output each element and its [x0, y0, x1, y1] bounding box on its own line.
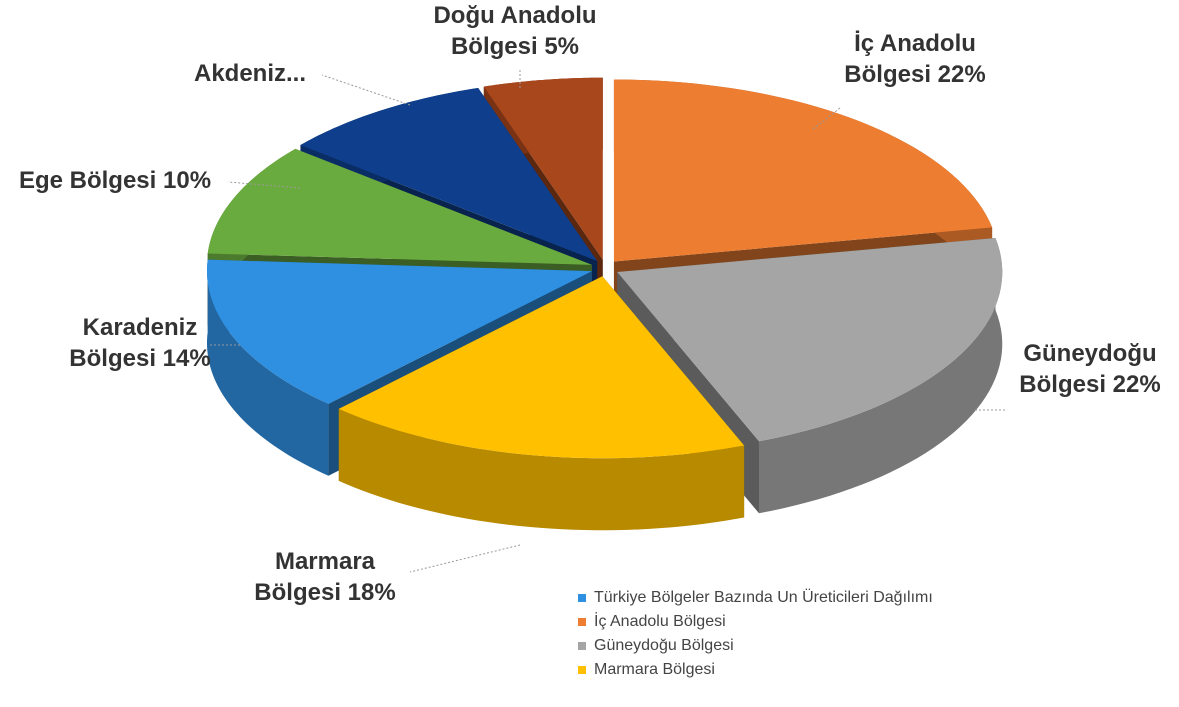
data-label: Doğu Anadolu Bölgesi 5% — [415, 0, 615, 62]
slice — [300, 87, 598, 262]
category-label: Doğu Anadolu Bölgesi — [433, 2, 597, 60]
legend-label: Marmara Bölgesi — [594, 661, 715, 678]
leader-line — [811, 107, 841, 131]
legend-label: Türkiye Bölgeler Bazında Un Üreticileri … — [594, 588, 933, 606]
data-label-box: Akdeniz... — [170, 58, 330, 89]
category-label: Güneydoğu Bölgesi — [1019, 340, 1157, 398]
slice-side — [206, 259, 329, 476]
slice — [617, 237, 1003, 442]
slice — [483, 77, 603, 260]
data-label: Ege Bölgesi 10% — [0, 165, 245, 196]
value-label: 18% — [347, 579, 396, 606]
data-label-box: İç Anadolu Bölgesi 22% — [820, 28, 1010, 90]
category-label: Marmara Bölgesi — [254, 548, 376, 606]
slice — [206, 259, 592, 404]
category-label: Ege Bölgesi — [18, 167, 157, 194]
leader-line — [321, 74, 411, 106]
data-label-box: Marmara Bölgesi 18% — [230, 546, 420, 608]
leader-line — [227, 181, 301, 189]
value-label: 10% — [163, 167, 212, 194]
slice — [207, 148, 592, 265]
data-label-box: Doğu Anadolu Bölgesi 5% — [415, 0, 615, 62]
data-label: Akdeniz... — [170, 58, 330, 89]
value-label: 5% — [544, 33, 580, 60]
legend-swatch — [578, 618, 586, 626]
leader-line — [409, 544, 521, 573]
category-label: Akdeniz... — [193, 60, 307, 87]
slice — [338, 276, 745, 459]
data-label-box: Karadeniz Bölgesi 14% — [50, 312, 230, 374]
slice-side — [338, 408, 745, 531]
legend-swatch — [578, 594, 586, 602]
legend-label: İç Anadolu Bölgesi — [594, 611, 726, 630]
legend-swatch — [578, 666, 586, 674]
legend-label: Güneydoğu Bölgesi — [594, 637, 734, 654]
value-label: 14% — [162, 345, 211, 372]
slice-side — [758, 237, 1003, 514]
legend-swatch — [578, 642, 586, 650]
data-label: Güneydoğu Bölgesi 22% — [1000, 338, 1179, 400]
data-label: Karadeniz Bölgesi 14% — [50, 312, 230, 374]
category-label: İç Anadolu Bölgesi — [844, 30, 976, 88]
value-label: 22% — [1112, 371, 1161, 398]
category-label: Karadeniz Bölgesi — [69, 314, 198, 372]
slice — [613, 79, 993, 262]
data-label-box: Ege Bölgesi 10% — [0, 165, 245, 196]
data-label: İç Anadolu Bölgesi 22% — [820, 28, 1010, 90]
value-label: 22% — [937, 61, 986, 88]
data-label: Marmara Bölgesi 18% — [230, 546, 420, 608]
data-label-box: Güneydoğu Bölgesi 22% — [1000, 338, 1179, 400]
